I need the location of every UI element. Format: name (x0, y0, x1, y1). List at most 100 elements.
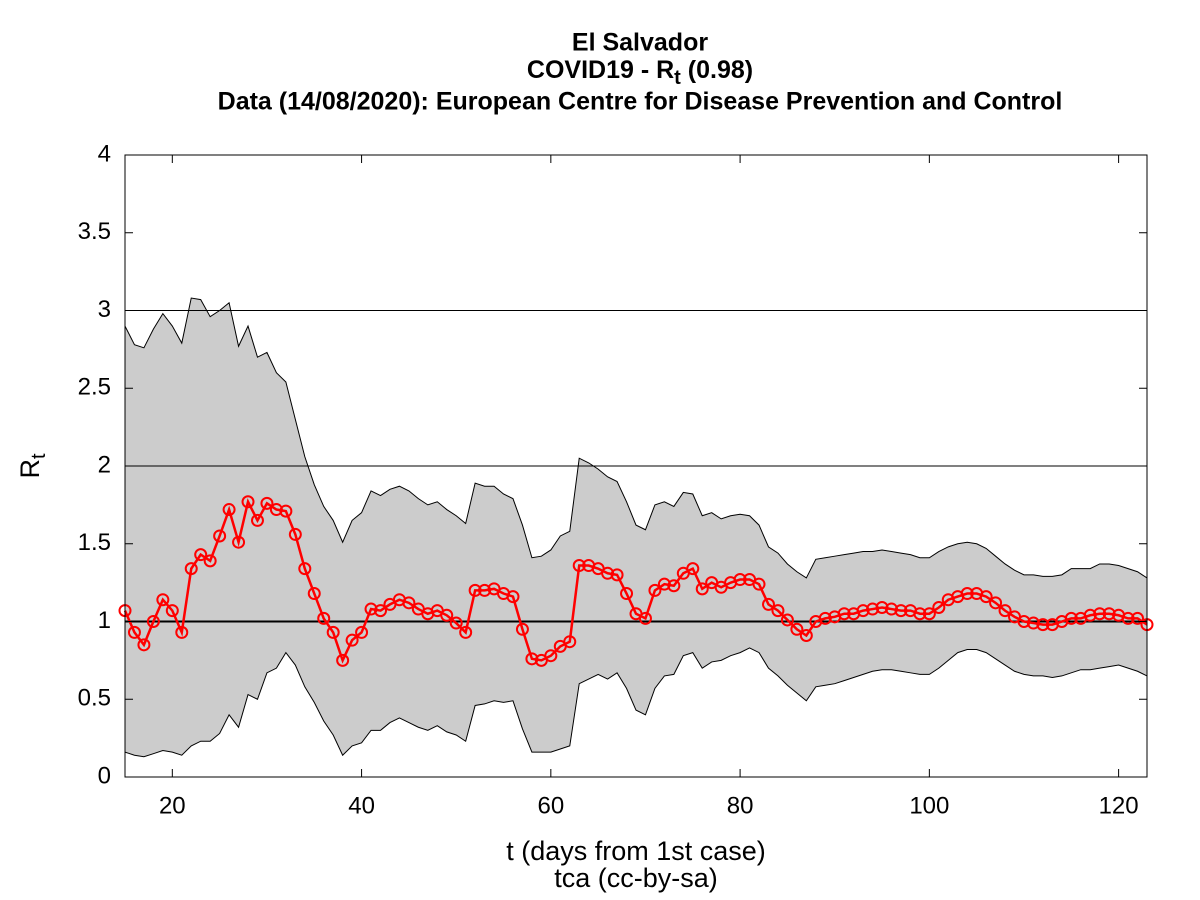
rt-point (213, 529, 227, 543)
rt-point (544, 649, 558, 663)
rt-point (761, 597, 775, 611)
chart-title: El Salvador (572, 29, 708, 57)
rt-point (165, 604, 179, 618)
rt-point (269, 503, 283, 517)
rt-point (194, 548, 208, 562)
subtitle-part: (0.98) (681, 56, 753, 84)
rt-point (601, 566, 615, 580)
rt-point (733, 573, 747, 587)
rt-point (875, 601, 889, 615)
rt-point (989, 596, 1003, 610)
rt-point (156, 593, 170, 607)
rt-point (913, 607, 927, 621)
rt-point (203, 554, 217, 568)
y-tick-label: 0.5 (78, 685, 111, 712)
rt-point (317, 611, 331, 625)
subtitle-part: COVID19 - R (527, 56, 674, 84)
rt-point (866, 602, 880, 616)
rt-point (572, 559, 586, 573)
y-tick-label: 3.5 (78, 218, 111, 245)
rt-point (620, 587, 634, 601)
x-tick-label: 100 (909, 792, 949, 819)
rt-point (1026, 616, 1040, 630)
rt-point (1093, 607, 1107, 621)
rt-point (307, 587, 321, 601)
rt-point (894, 604, 908, 618)
y-tick-label: 1.5 (78, 529, 111, 556)
rt-point (336, 653, 350, 667)
rt-point (127, 625, 141, 639)
rt-point (610, 568, 624, 582)
rt-point (440, 608, 454, 622)
rt-point (686, 562, 700, 576)
rt-point (1064, 611, 1078, 625)
rt-point (979, 590, 993, 604)
chart-subtitle: COVID19 - Rt (0.98) (527, 56, 753, 90)
rt-point (922, 607, 936, 621)
rt-point (355, 625, 369, 639)
rt-point (1121, 611, 1135, 625)
y-tick-label: 2 (98, 451, 111, 478)
rt-point (695, 582, 709, 596)
x-tick-label: 20 (159, 792, 186, 819)
rt-point (667, 579, 681, 593)
rt-point (298, 562, 312, 576)
rt-point (515, 622, 529, 636)
rt-point (175, 625, 189, 639)
band-edge (124, 297, 1148, 579)
confidence-band (125, 298, 1147, 757)
rt-point (468, 583, 482, 597)
rt-point (146, 615, 160, 628)
rt-point (1131, 611, 1145, 625)
rt-point (780, 613, 794, 627)
rt-point (250, 513, 264, 527)
x-tick-label: 40 (348, 792, 375, 819)
rt-point (960, 587, 974, 601)
subtitle-sub: t (674, 67, 681, 89)
y-tick-label: 4 (98, 140, 111, 167)
chart-source: Data (14/08/2020): European Centre for D… (218, 88, 1063, 116)
rt-point (525, 652, 539, 666)
y-tick-label: 1 (98, 607, 111, 634)
y-tick-label: 0 (98, 762, 111, 789)
rt-point (506, 590, 520, 604)
rt-point (657, 577, 671, 591)
rt-point (856, 604, 870, 618)
rt-point (837, 607, 851, 621)
x-tick-label: 60 (537, 792, 564, 819)
y-tick-label: 3 (98, 296, 111, 323)
rt-point (799, 628, 813, 642)
y-axis-label: Rt (15, 453, 50, 479)
y-label-part: R (15, 459, 45, 479)
rt-point (790, 622, 804, 636)
rt-point (232, 535, 246, 549)
rt-point (932, 601, 946, 615)
rt-point (222, 503, 236, 517)
rt-point (752, 577, 766, 591)
rt-point (478, 583, 492, 597)
x-tick-label: 120 (1099, 792, 1139, 819)
rt-point (184, 562, 198, 576)
y-label-sub: t (28, 453, 50, 459)
rt-point (771, 604, 785, 618)
rt-point (885, 602, 898, 616)
rt-point (1036, 618, 1050, 632)
rt-point (288, 527, 302, 541)
rt-point (137, 638, 151, 652)
rt-point (374, 604, 387, 618)
rt-point (638, 611, 652, 625)
credit: tca (cc-by-sa) (554, 863, 718, 893)
rt-point (998, 604, 1012, 618)
rt-point (459, 625, 473, 639)
y-tick-label: 2.5 (78, 374, 111, 401)
rt-point (1083, 608, 1097, 622)
rt-point (326, 625, 340, 639)
rt-point (260, 496, 274, 510)
rt-point (818, 611, 832, 625)
rt-point (563, 635, 577, 649)
rt-point (449, 616, 463, 630)
rt-point (279, 504, 293, 518)
rt-point (1017, 615, 1031, 628)
rt-point (648, 583, 662, 597)
